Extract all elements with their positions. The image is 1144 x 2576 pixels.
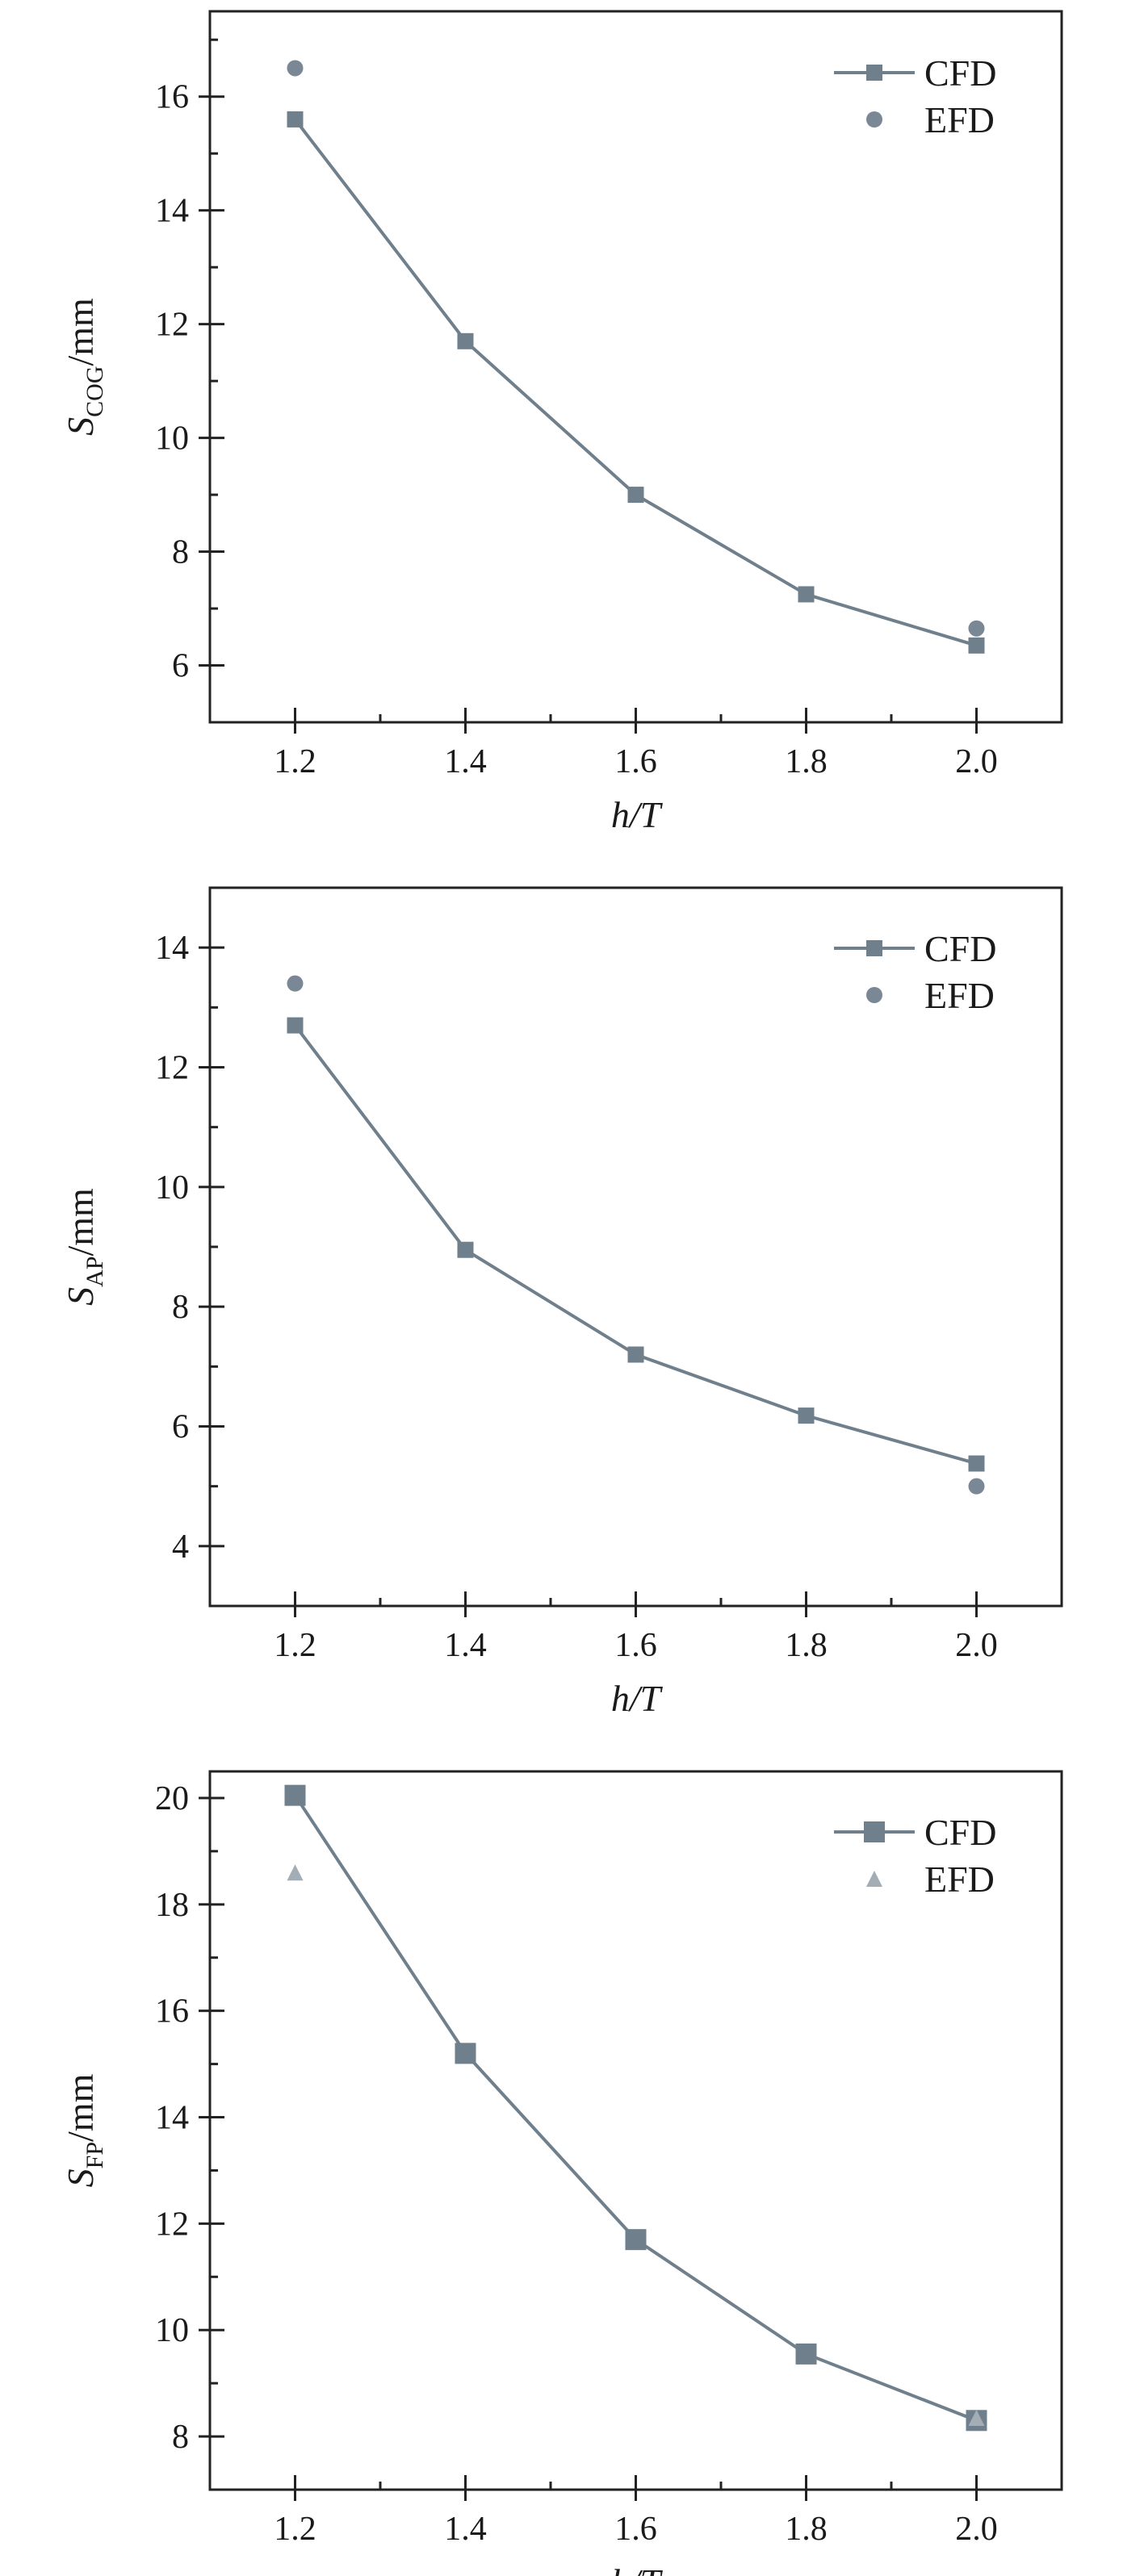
y-tick-label: 10: [155, 2312, 189, 2349]
x-tick-label: 1.2: [274, 1627, 316, 1664]
y-tick-label: 10: [155, 1169, 189, 1206]
legend-marker-efd: [866, 111, 882, 128]
y-axis-unit: /mm: [60, 1188, 101, 1257]
y-tick-label: 12: [155, 2206, 189, 2243]
x-tick-label: 1.6: [614, 743, 657, 780]
data-point-cfd: [284, 1784, 306, 1806]
data-point-efd: [287, 975, 304, 992]
y-tick-label: 14: [155, 2100, 189, 2137]
x-tick-label: 1.4: [444, 743, 487, 780]
x-tick-label: 1.6: [614, 2511, 657, 2548]
chart-panel-3: 1.2 1.4 1.6 1.8 2.0 8 10 12 14 16 18 20 h/T SFP/mm CFD…: [60, 1770, 1063, 2576]
y-tick-label: 14: [155, 930, 189, 967]
legend-label-cfd: CFD: [924, 928, 996, 969]
y-tick-label: 8: [172, 2419, 189, 2456]
x-axis-title: h/T: [611, 794, 664, 835]
chart-panel-1: 1.2 1.4 1.6 1.8 2.0 6 8 10 12 14 16 h/T SCOG/mm CFD EF…: [60, 10, 1063, 835]
data-point-cfd: [968, 1455, 985, 1472]
data-point-efd: [287, 1864, 304, 1881]
legend-marker-cfd: [866, 940, 882, 956]
legend: CFD EFD: [834, 52, 996, 140]
y-axis-unit: /mm: [60, 298, 101, 366]
legend: CFD EFD: [834, 1812, 996, 1900]
legend-label-cfd: CFD: [924, 52, 996, 94]
data-point-cfd: [968, 637, 985, 654]
legend-marker-cfd: [866, 65, 882, 81]
series-efd: [287, 1864, 985, 2426]
x-tick-label: 2.0: [955, 1627, 998, 1664]
data-point-cfd: [627, 487, 644, 504]
y-axis-unit: /mm: [60, 2073, 101, 2142]
y-tick-label: 14: [155, 193, 189, 230]
y-tick-label: 6: [172, 648, 189, 685]
x-axis-title: h/T: [611, 2561, 664, 2576]
y-axis-title: SFP/mm: [60, 2073, 108, 2187]
legend-marker-cfd: [864, 1821, 885, 1842]
series-line-cfd: [293, 1794, 978, 2423]
data-point-cfd: [795, 2343, 817, 2365]
y-tick-label: 8: [172, 1289, 189, 1326]
series-line-cfd: [293, 1024, 978, 1466]
x-axis-title: h/T: [611, 1678, 664, 1719]
data-point-cfd: [798, 1407, 815, 1424]
y-axis-subscript: FP: [82, 2142, 108, 2168]
y-tick-label: 6: [172, 1409, 189, 1446]
y-tick-label: 18: [155, 1887, 189, 1924]
y-axis-symbol: S: [60, 417, 101, 436]
x-tick-label: 2.0: [955, 2511, 998, 2548]
y-axis-subscript: AP: [82, 1256, 108, 1286]
data-point-cfd: [798, 586, 815, 603]
x-tick-label: 1.2: [274, 2511, 316, 2548]
y-tick-label: 4: [172, 1528, 189, 1566]
series-line-cfd: [293, 118, 978, 647]
x-tick-label: 1.8: [785, 2511, 828, 2548]
y-axis-symbol: S: [60, 2168, 101, 2187]
x-tick-label: 1.4: [444, 2511, 487, 2548]
legend-marker-efd: [866, 1871, 882, 1887]
series-cfd: [287, 1017, 985, 1472]
y-tick-label: 16: [155, 1993, 189, 2030]
data-point-efd: [968, 2410, 985, 2426]
chart-panel-2: 1.2 1.4 1.6 1.8 2.0 4 6 8 10 12 14 h/T SAP/mm CFD EFD: [60, 886, 1063, 1719]
data-point-efd: [968, 620, 985, 637]
y-axis-symbol: S: [60, 1287, 101, 1306]
y-tick-label: 8: [172, 534, 189, 571]
data-point-cfd: [625, 2229, 647, 2251]
series-cfd: [284, 1784, 987, 2432]
data-point-cfd: [287, 1017, 304, 1034]
data-point-efd: [287, 60, 304, 77]
y-axis-subscript: COG: [82, 366, 108, 417]
y-axis-title: SCOG/mm: [60, 298, 108, 436]
legend-label-efd: EFD: [924, 975, 995, 1016]
data-point-cfd: [287, 111, 304, 128]
legend-label-efd: EFD: [924, 1859, 995, 1900]
data-point-cfd: [457, 1241, 474, 1258]
y-tick-label: 16: [155, 79, 189, 116]
x-tick-label: 1.8: [785, 1627, 828, 1664]
data-point-cfd: [455, 2043, 476, 2064]
legend-label-efd: EFD: [924, 99, 995, 140]
y-tick-label: 10: [155, 420, 189, 458]
y-tick-label: 20: [155, 1780, 189, 1817]
series-efd: [287, 975, 985, 1495]
x-tick-label: 1.6: [614, 1627, 657, 1664]
data-point-efd: [968, 1478, 985, 1495]
x-tick-label: 2.0: [955, 743, 998, 780]
x-tick-label: 1.2: [274, 743, 316, 780]
series-efd: [287, 60, 985, 637]
legend: CFD EFD: [834, 928, 996, 1016]
y-axis-title: SAP/mm: [60, 1188, 108, 1306]
x-tick-label: 1.8: [785, 743, 828, 780]
y-tick-label: 12: [155, 1050, 189, 1087]
x-tick-label: 1.4: [444, 1627, 487, 1664]
data-point-cfd: [457, 332, 474, 349]
y-tick-label: 12: [155, 307, 189, 344]
legend-marker-efd: [866, 987, 882, 1003]
legend-label-cfd: CFD: [924, 1812, 996, 1853]
data-point-cfd: [627, 1346, 644, 1363]
series-cfd: [287, 111, 985, 654]
